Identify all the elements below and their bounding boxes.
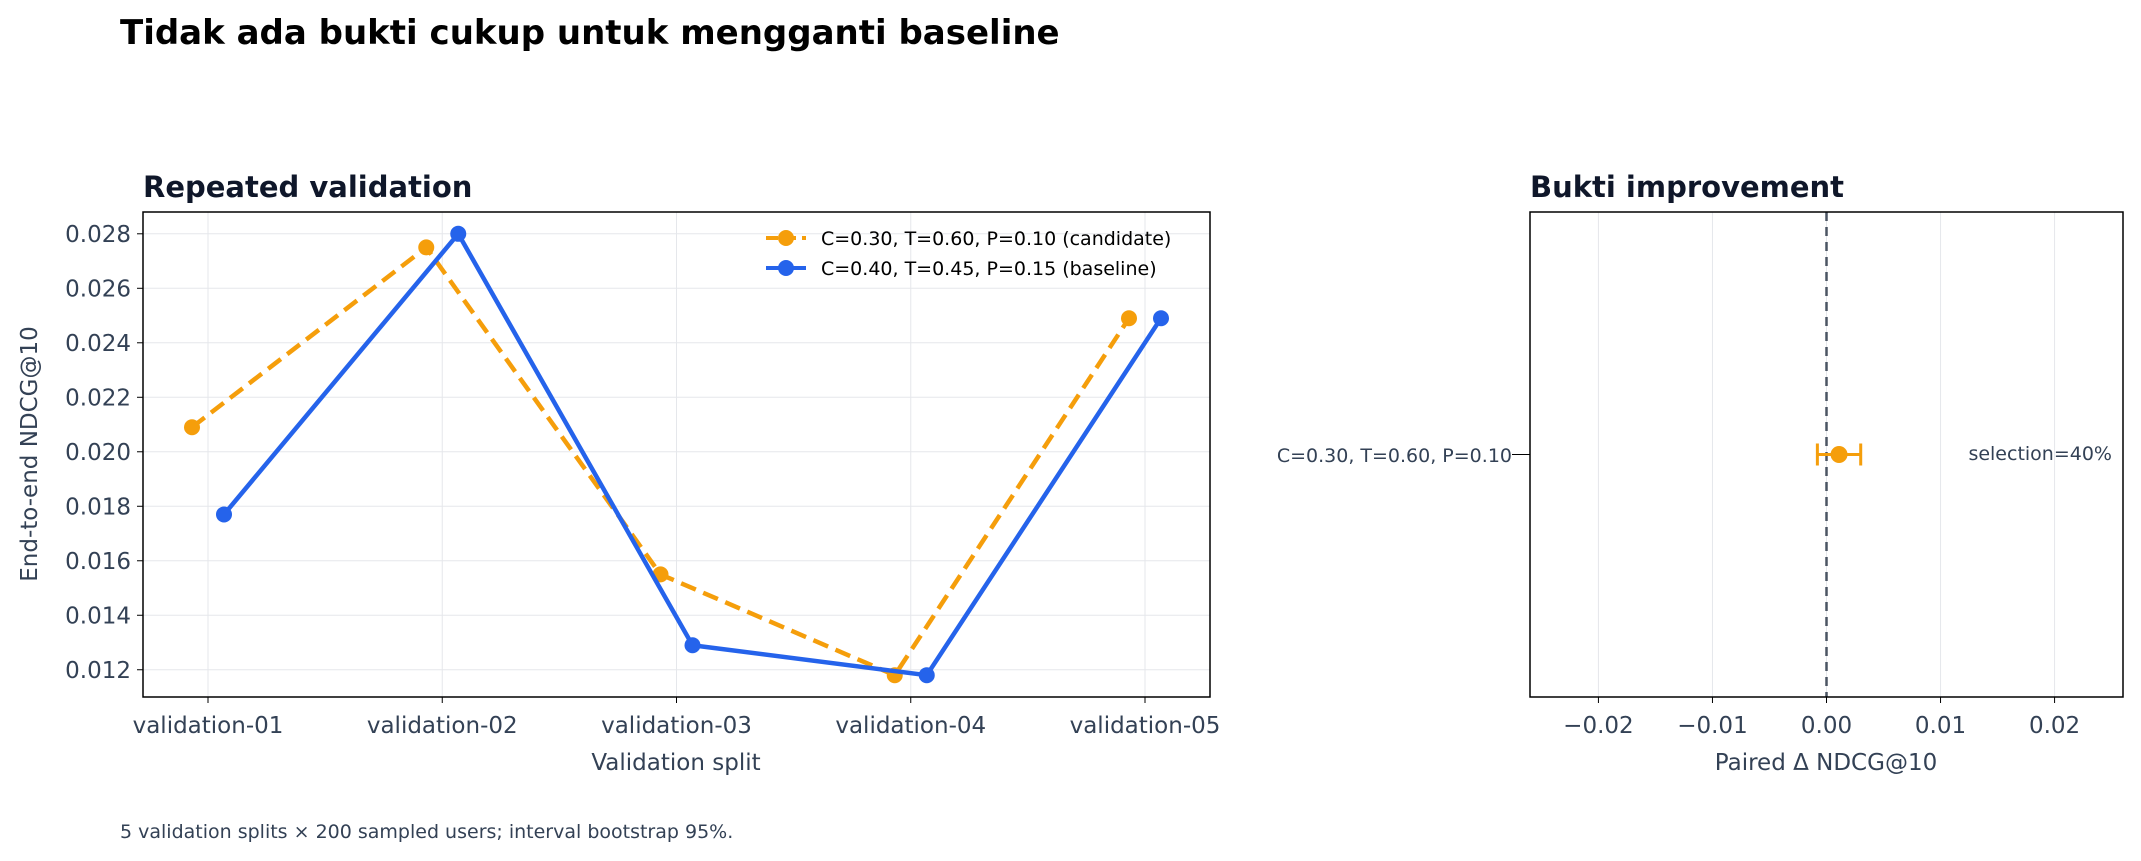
line-chart-series bbox=[184, 225, 1169, 684]
data-point-baseline bbox=[684, 637, 701, 654]
y-tick-label: 0.016 bbox=[65, 549, 131, 575]
data-point-candidate bbox=[1121, 310, 1137, 327]
y-tick-label: 0.014 bbox=[65, 603, 131, 629]
line-chart-panel: Repeated validation 0.012 0.014 0.016 0.018… bbox=[17, 170, 1220, 776]
y-tick-label: 0.026 bbox=[65, 276, 131, 302]
x-tick-label: validation-04 bbox=[835, 713, 986, 739]
legend-item-baseline: C=0.40, T=0.45, P=0.15 (baseline) bbox=[766, 258, 1157, 280]
line-chart-x-ticks: validation-01 validation-02 validation-03 v… bbox=[133, 697, 1221, 739]
figure-title: Tidak ada bukti cukup untuk mengganti ba… bbox=[120, 13, 1060, 53]
x-tick-label: validation-03 bbox=[601, 713, 752, 739]
x-tick-label: 0.02 bbox=[2029, 713, 2080, 739]
x-tick-label: validation-01 bbox=[133, 713, 284, 739]
figure-footnote: 5 validation splits × 200 sampled users;… bbox=[120, 821, 733, 843]
data-point-candidate bbox=[184, 419, 200, 436]
line-chart-legend: C=0.30, T=0.60, P=0.10 (candidate) C=0.4… bbox=[766, 228, 1171, 280]
x-tick-label: −0.01 bbox=[1677, 713, 1747, 739]
x-tick-label: validation-05 bbox=[1070, 713, 1221, 739]
legend-item-candidate: C=0.30, T=0.60, P=0.10 (candidate) bbox=[766, 228, 1171, 250]
y-tick-label: 0.020 bbox=[65, 440, 131, 466]
line-chart-grid bbox=[143, 212, 1210, 697]
data-point-baseline bbox=[450, 225, 467, 242]
y-tick-label: 0.028 bbox=[65, 222, 131, 248]
legend-marker-baseline bbox=[778, 260, 794, 276]
legend-label-candidate: C=0.30, T=0.60, P=0.10 (candidate) bbox=[821, 228, 1171, 250]
line-chart-title: Repeated validation bbox=[143, 170, 472, 204]
line-chart-y-ticks: 0.012 0.014 0.016 0.018 0.020 0.022 0.024 0.026… bbox=[65, 222, 143, 684]
line-chart-y-axis-label: End-to-end NDCG@10 bbox=[17, 326, 43, 582]
data-point-baseline bbox=[918, 667, 935, 684]
legend-marker-candidate bbox=[778, 230, 794, 246]
selection-annotation: selection=40% bbox=[1968, 443, 2112, 465]
interval-chart-marks bbox=[1512, 212, 1863, 697]
data-point-baseline bbox=[1153, 310, 1169, 327]
x-tick-label: 0.00 bbox=[1801, 713, 1852, 739]
mean-point bbox=[1830, 446, 1848, 463]
legend-label-baseline: C=0.40, T=0.45, P=0.15 (baseline) bbox=[821, 258, 1157, 280]
interval-chart-row-label: C=0.30, T=0.60, P=0.10 bbox=[1277, 445, 1512, 467]
y-tick-label: 0.018 bbox=[65, 494, 131, 520]
series-line-candidate bbox=[190, 245, 1131, 678]
data-point-candidate bbox=[418, 239, 435, 256]
interval-chart-panel: Bukti improvement −0.02 −0.01 0.00 0.01 0.02… bbox=[1277, 170, 2124, 776]
x-tick-label: validation-02 bbox=[367, 713, 518, 739]
x-tick-label: −0.02 bbox=[1563, 713, 1633, 739]
y-tick-label: 0.012 bbox=[65, 658, 131, 684]
interval-chart-x-axis-label: Paired Δ NDCG@10 bbox=[1715, 750, 1937, 776]
y-tick-label: 0.022 bbox=[65, 385, 131, 411]
x-tick-label: 0.01 bbox=[1915, 713, 1966, 739]
series-line-baseline bbox=[222, 231, 1163, 678]
interval-chart-title: Bukti improvement bbox=[1530, 170, 1844, 204]
y-tick-label: 0.024 bbox=[65, 331, 131, 357]
interval-chart-x-ticks: −0.02 −0.01 0.00 0.01 0.02 bbox=[1563, 697, 2080, 739]
line-chart-x-axis-label: Validation split bbox=[591, 750, 760, 776]
data-point-baseline bbox=[216, 506, 232, 523]
